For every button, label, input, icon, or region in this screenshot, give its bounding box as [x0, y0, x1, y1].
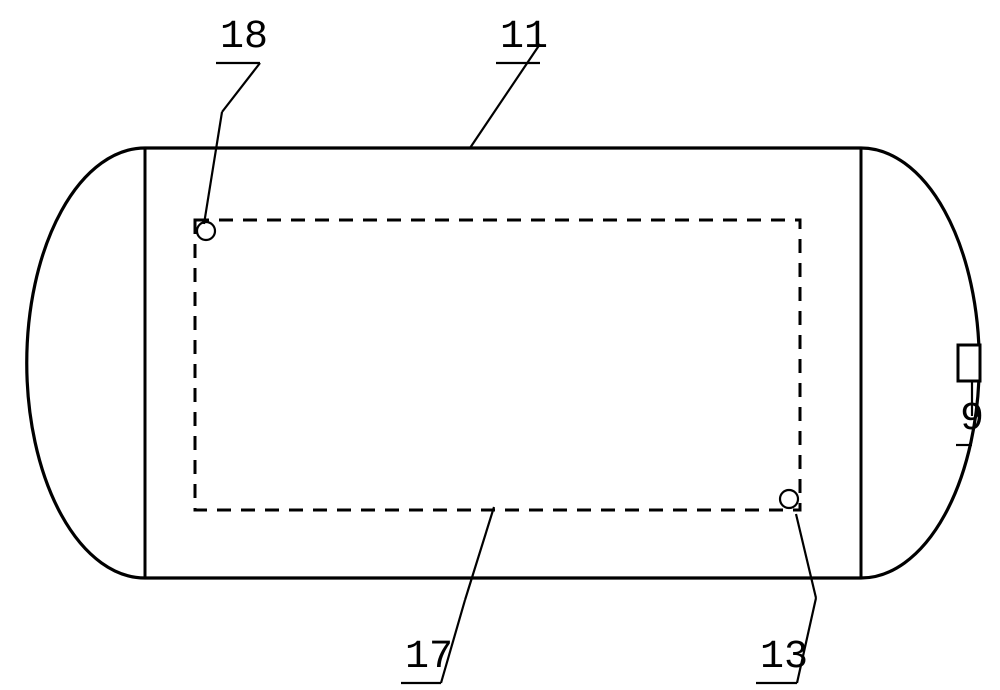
callout-label-c11: 11	[500, 15, 548, 60]
callout-lead-c17	[465, 507, 494, 600]
callout-c18: 18	[204, 15, 268, 224]
port-9	[958, 345, 980, 381]
vessel-body	[27, 148, 979, 578]
callout-label-c17: 17	[405, 635, 453, 680]
callout-elbow-c18	[222, 63, 260, 112]
inner-dashed-rect	[195, 220, 800, 510]
node-13-circle	[780, 490, 798, 508]
callout-c17: 17	[401, 507, 494, 683]
callout-c13: 13	[756, 514, 816, 683]
callout-c11: 11	[470, 15, 548, 148]
callout-lead-c18	[204, 112, 222, 224]
vessel-outline	[27, 148, 979, 578]
callout-label-c13: 13	[760, 635, 808, 680]
callout-label-c18: 18	[220, 15, 268, 60]
node-18-circle	[197, 222, 215, 240]
callout-lead-c13	[796, 514, 816, 598]
